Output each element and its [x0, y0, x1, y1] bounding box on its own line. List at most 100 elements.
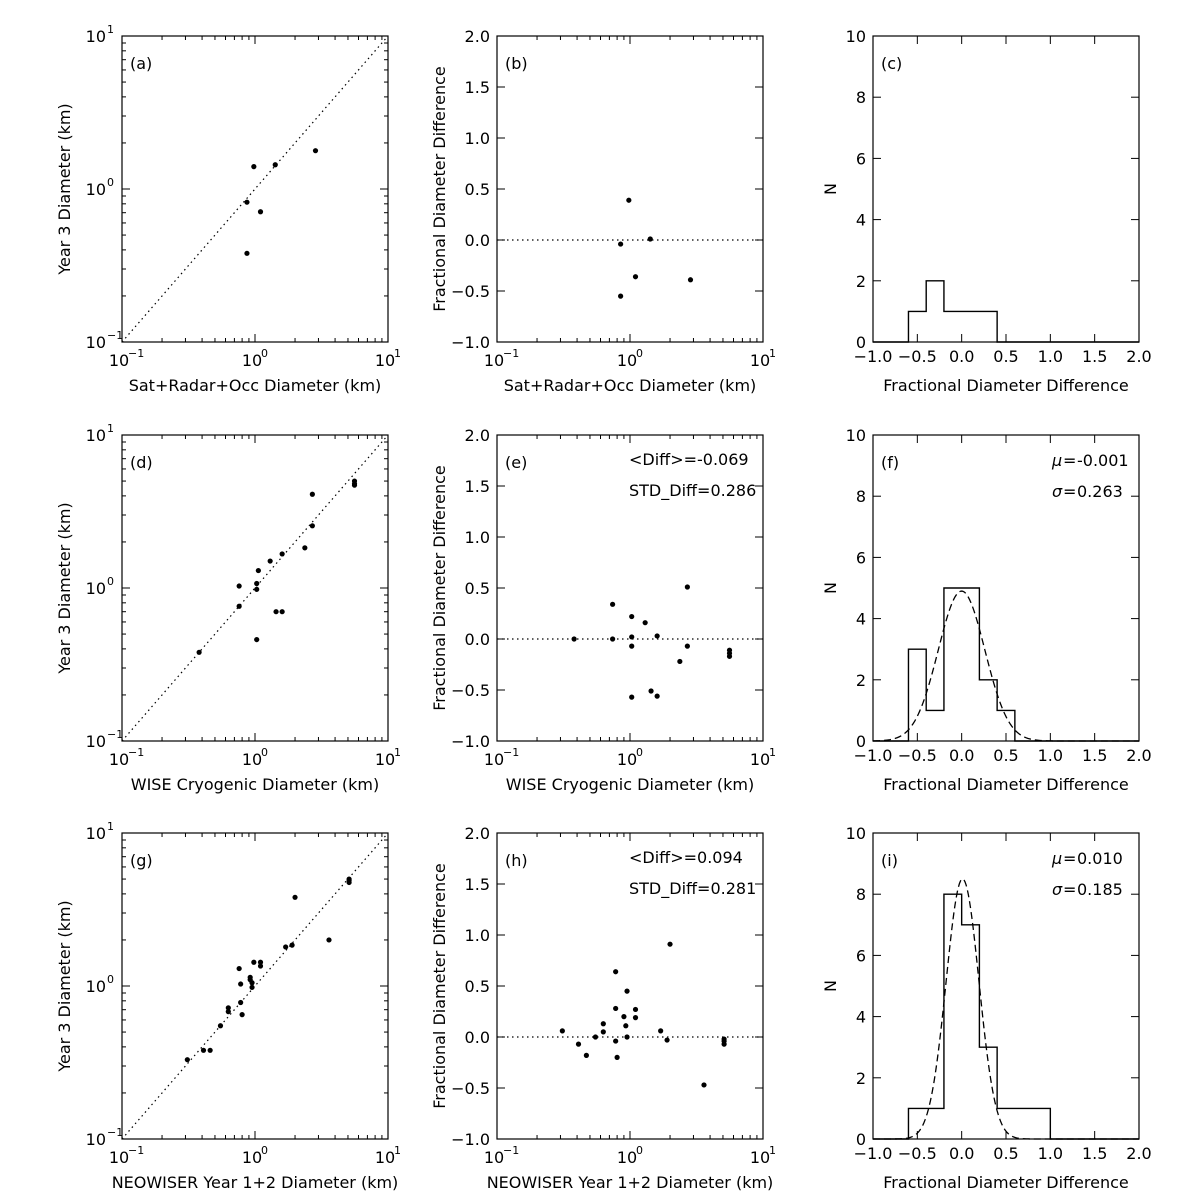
- data-point: [600, 1029, 606, 1035]
- data-point: [346, 879, 352, 886]
- data-point: [251, 959, 257, 965]
- x-tick-label: 10: [109, 750, 129, 769]
- data-point: [648, 688, 654, 694]
- y-axis-label: Year 3 Diameter (km): [55, 103, 74, 275]
- y-tick-label: 10: [86, 977, 106, 996]
- x-tick-label: −0.5: [898, 746, 937, 765]
- data-point: [238, 981, 244, 987]
- stat-equals: =: [1063, 849, 1076, 868]
- data-point: [196, 649, 202, 655]
- x-tick-exponent: 1: [769, 347, 776, 360]
- stat-equals: =: [1063, 880, 1076, 899]
- y-tick-label: 10: [86, 333, 106, 352]
- data-point: [629, 634, 635, 640]
- panel-b: 10−1 100 101−1.0−0.50.00.51.01.52.0(b)Sat+…: [430, 27, 776, 395]
- data-point: [618, 241, 624, 247]
- data-point: [309, 523, 315, 529]
- x-tick-exponent: 0: [261, 347, 268, 360]
- stat-symbol: σ: [1052, 880, 1063, 899]
- y-tick-label: −1.0: [451, 333, 490, 352]
- x-tick-exponent: 0: [261, 1144, 268, 1157]
- x-axis-label: Sat+Radar+Occ Diameter (km): [504, 376, 757, 395]
- stat-symbol: σ: [1052, 482, 1063, 501]
- y-tick-label: 0.0: [465, 231, 490, 250]
- axes-frame: [496, 434, 764, 742]
- y-tick-label: 10: [86, 27, 106, 46]
- data-point: [610, 636, 616, 642]
- x-tick-label: 10: [375, 1148, 395, 1167]
- x-axis-label: Sat+Radar+Occ Diameter (km): [129, 376, 382, 395]
- y-tick-label: −0.5: [451, 681, 490, 700]
- y-tick-label: 2: [856, 272, 866, 291]
- y-tick-label: 8: [856, 487, 866, 506]
- diff-annotation: STD_Diff=0.281: [629, 879, 756, 899]
- x-tick-exponent: 1: [769, 1144, 776, 1157]
- x-tick-exponent: 1: [394, 1144, 401, 1157]
- data-point: [225, 1009, 231, 1015]
- data-point: [254, 636, 260, 643]
- y-tick-exponent: −1: [107, 329, 123, 342]
- x-tick-label: 10: [484, 351, 504, 370]
- x-tick-exponent: 1: [394, 746, 401, 759]
- x-tick-label: 2.0: [1126, 746, 1151, 765]
- histogram-steps: [873, 587, 1139, 742]
- data-point: [610, 601, 616, 607]
- y-tick-label: 0.0: [465, 630, 490, 649]
- y-tick-label: 10: [86, 579, 106, 598]
- panel-label: (i): [881, 851, 898, 870]
- y-tick-label: 2.0: [465, 426, 490, 445]
- y-tick-label: 2: [856, 671, 866, 690]
- data-point: [721, 1041, 727, 1047]
- stat-value: 0.010: [1077, 849, 1123, 868]
- y-tick-label: 2: [856, 1069, 866, 1088]
- x-tick-label: 10: [242, 750, 262, 769]
- x-tick-exponent: −1: [128, 347, 144, 360]
- data-point: [283, 944, 289, 950]
- x-tick-label: 1.5: [1082, 1144, 1107, 1163]
- x-tick-exponent: 0: [636, 1144, 643, 1157]
- data-point: [614, 1054, 620, 1060]
- x-axis-label: NEOWISER Year 1+2 Diameter (km): [487, 1173, 774, 1192]
- stat-equals: =: [1063, 451, 1076, 470]
- data-point: [273, 609, 279, 615]
- x-tick-label: −1.0: [854, 746, 893, 765]
- stat-symbol: μ: [1051, 849, 1062, 868]
- data-point: [658, 1028, 664, 1034]
- stat-value: -0.001: [1077, 451, 1129, 470]
- data-point: [575, 1041, 582, 1047]
- data-point: [687, 277, 694, 283]
- data-point: [257, 209, 264, 215]
- data-point: [254, 586, 260, 592]
- x-tick-exponent: 0: [261, 746, 268, 759]
- data-point: [239, 1012, 245, 1018]
- data-point: [626, 197, 632, 203]
- y-tick-exponent: 0: [107, 575, 114, 588]
- x-tick-label: 2.0: [1126, 347, 1151, 366]
- x-tick-label: 10: [484, 1148, 504, 1167]
- x-axis-label: Fractional Diameter Difference: [883, 376, 1128, 395]
- y-axis-label: Fractional Diameter Difference: [430, 66, 449, 311]
- y-axis-label: Year 3 Diameter (km): [55, 900, 74, 1072]
- y-tick-label: 10: [846, 27, 866, 46]
- data-point: [592, 1034, 599, 1040]
- data-point: [207, 1047, 213, 1053]
- data-point: [244, 199, 250, 205]
- data-point: [292, 894, 298, 900]
- y-tick-label: 1.0: [465, 528, 490, 547]
- y-tick-label: 4: [856, 211, 866, 230]
- x-tick-label: 10: [750, 351, 770, 370]
- x-tick-label: 10: [375, 750, 395, 769]
- x-tick-label: 10: [109, 351, 129, 370]
- y-tick-label: 0.5: [465, 977, 490, 996]
- x-axis-label: WISE Cryogenic Diameter (km): [131, 775, 379, 794]
- x-axis-label: WISE Cryogenic Diameter (km): [506, 775, 754, 794]
- x-tick-label: −1.0: [854, 1144, 893, 1163]
- y-tick-label: 4: [856, 1008, 866, 1027]
- panel-label: (f): [881, 453, 899, 472]
- y-tick-label: 0: [856, 333, 866, 352]
- data-point: [632, 274, 639, 280]
- data-point: [267, 558, 273, 564]
- data-point: [251, 164, 257, 170]
